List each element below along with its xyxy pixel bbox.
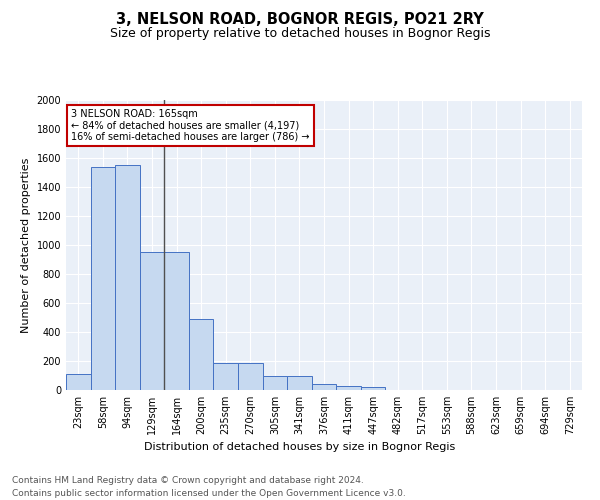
Bar [238, 363, 263, 390]
Bar [66, 374, 91, 390]
Bar [312, 384, 336, 390]
Bar [164, 252, 189, 390]
Text: Contains public sector information licensed under the Open Government Licence v3: Contains public sector information licen… [12, 489, 406, 498]
Bar [336, 386, 361, 390]
Text: 3 NELSON ROAD: 165sqm
← 84% of detached houses are smaller (4,197)
16% of semi-d: 3 NELSON ROAD: 165sqm ← 84% of detached … [71, 108, 310, 142]
Text: 3, NELSON ROAD, BOGNOR REGIS, PO21 2RY: 3, NELSON ROAD, BOGNOR REGIS, PO21 2RY [116, 12, 484, 28]
Y-axis label: Number of detached properties: Number of detached properties [21, 158, 31, 332]
Bar [287, 376, 312, 390]
Bar [140, 252, 164, 390]
Bar [91, 166, 115, 390]
Bar [115, 166, 140, 390]
Text: Distribution of detached houses by size in Bognor Regis: Distribution of detached houses by size … [145, 442, 455, 452]
Bar [263, 376, 287, 390]
Text: Size of property relative to detached houses in Bognor Regis: Size of property relative to detached ho… [110, 28, 490, 40]
Bar [361, 387, 385, 390]
Bar [189, 319, 214, 390]
Text: Contains HM Land Registry data © Crown copyright and database right 2024.: Contains HM Land Registry data © Crown c… [12, 476, 364, 485]
Bar [214, 363, 238, 390]
